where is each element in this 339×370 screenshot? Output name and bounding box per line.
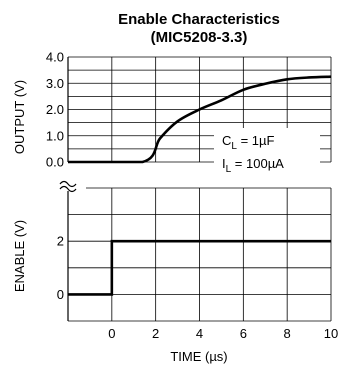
chart-title: Enable Characteristics — [118, 11, 280, 28]
annotation-background — [214, 128, 320, 176]
y-tick-label: 3.0 — [46, 76, 64, 91]
y-tick-label: 0.0 — [46, 155, 64, 170]
y-tick-label: 2 — [57, 234, 64, 249]
x-tick-label: 2 — [152, 326, 159, 341]
enable-y-ticks: 02 — [57, 234, 64, 302]
enable-y-axis-label: ENABLE (V) — [12, 220, 27, 292]
chart-subtitle: (MIC5208-3.3) — [151, 29, 248, 46]
enable-grid — [67, 187, 332, 322]
x-tick-label: 0 — [108, 326, 115, 341]
x-axis-label: TIME (µs) — [170, 349, 227, 364]
y-tick-label: 0 — [57, 287, 64, 302]
y-tick-label: 4.0 — [46, 50, 64, 65]
x-tick-label: 10 — [324, 326, 338, 341]
x-tick-label: 8 — [284, 326, 291, 341]
output-y-ticks: 0.0 1.0 2.0 3.0 4.0 — [46, 50, 64, 170]
output-y-axis-label: OUTPUT (V) — [12, 80, 27, 154]
time-x-ticks: 0 2 4 6 8 10 — [108, 326, 338, 341]
y-tick-label: 1.0 — [46, 128, 64, 143]
enable-voltage-line — [68, 239, 331, 296]
load-current-annotation: IL = 100µA — [222, 156, 284, 175]
axis-break-marker — [59, 177, 86, 193]
output-voltage-line — [68, 75, 332, 164]
x-tick-label: 6 — [240, 326, 247, 341]
load-capacitance-annotation: CL = 1µF — [222, 133, 274, 152]
x-tick-label: 4 — [196, 326, 203, 341]
y-tick-label: 2.0 — [46, 102, 64, 117]
